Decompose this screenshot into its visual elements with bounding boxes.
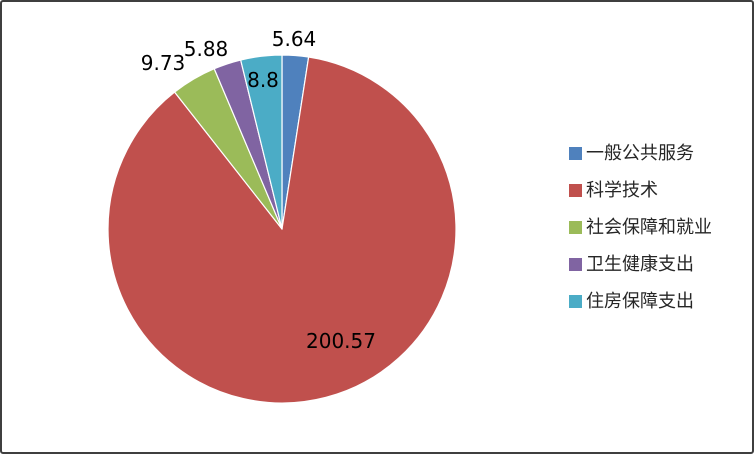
data-labels: 5.64 200.57 9.735.88 8.8	[141, 27, 376, 353]
legend-item-3[interactable]: 卫生健康支出	[569, 246, 712, 283]
legend-swatch-icon	[569, 184, 582, 197]
legend-label: 卫生健康支出	[586, 253, 694, 275]
legend-label: 科学技术	[586, 179, 658, 201]
legend-item-0[interactable]: 一般公共服务	[569, 135, 712, 172]
legend: 一般公共服务 科学技术社会保障和就业 卫生健康支出 住房保障支出	[569, 135, 712, 320]
legend-swatch-icon	[569, 295, 582, 308]
data-label-2: 9.73	[141, 51, 186, 75]
data-label-3: 5.88	[184, 37, 229, 61]
legend-swatch-icon	[569, 258, 582, 271]
data-label-0: 5.64	[272, 27, 317, 51]
pie-slices	[107, 54, 457, 404]
legend-item-4[interactable]: 住房保障支出	[569, 283, 712, 320]
data-label-1: 200.57	[306, 329, 376, 353]
legend-item-2[interactable]: 社会保障和就业	[569, 209, 712, 246]
legend-swatch-icon	[569, 221, 582, 234]
data-label-4: 8.8	[247, 68, 279, 92]
legend-label: 社会保障和就业	[586, 216, 712, 238]
legend-swatch-icon	[569, 147, 582, 160]
legend-item-1[interactable]: 科学技术	[569, 172, 712, 209]
pie-slice-1[interactable]	[107, 56, 457, 404]
legend-label: 一般公共服务	[586, 142, 694, 164]
legend-label: 住房保障支出	[586, 290, 694, 312]
pie-slice-4[interactable]	[240, 54, 283, 230]
